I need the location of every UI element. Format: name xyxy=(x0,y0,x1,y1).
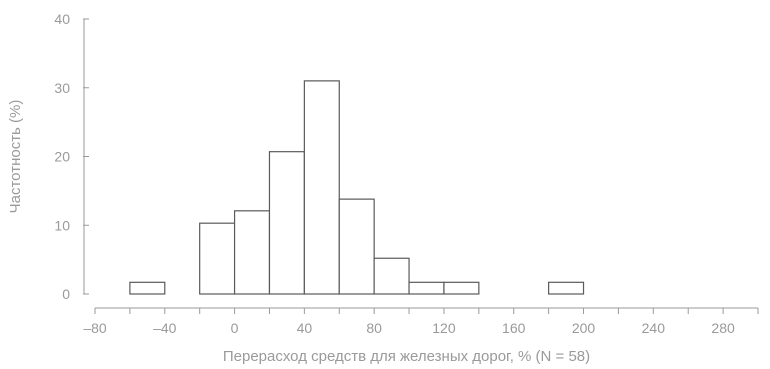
histogram-bar-6 xyxy=(373,257,410,295)
histogram-bars xyxy=(129,80,585,295)
x-tick-label: 240 xyxy=(642,320,666,336)
histogram-bar-7 xyxy=(408,281,445,295)
x-tick-label: 280 xyxy=(711,320,735,336)
x-axis-ticks: –80 –40 0 40 80 120 160 200 240 280 xyxy=(83,308,759,336)
histogram-bar-0 xyxy=(129,281,166,295)
y-tick-label: 20 xyxy=(54,149,70,165)
y-axis-ticks: 0 10 20 30 40 xyxy=(54,11,89,302)
histogram-bar-5 xyxy=(338,198,375,295)
y-tick-label: 10 xyxy=(54,217,70,233)
x-tick-label: –80 xyxy=(83,320,107,336)
histogram-bar-9 xyxy=(548,281,585,295)
y-tick-label: 0 xyxy=(62,286,70,302)
histogram-bar-2 xyxy=(233,210,271,295)
y-tick-label: 30 xyxy=(54,80,70,96)
x-tick-label: 200 xyxy=(572,320,596,336)
histogram-bar-8 xyxy=(443,281,480,295)
x-tick-label: 40 xyxy=(297,320,313,336)
y-axis-title: Частотность (%) xyxy=(7,100,24,214)
x-tick-label: 0 xyxy=(231,320,239,336)
histogram-bar-3 xyxy=(268,151,305,295)
histogram-bar-1 xyxy=(199,222,236,295)
x-tick-label: 160 xyxy=(502,320,526,336)
x-tick-label: –40 xyxy=(153,320,177,336)
histogram-bar-4 xyxy=(303,80,340,295)
x-axis-title: Перерасход средств для железных дорог, %… xyxy=(223,348,590,365)
y-tick-label: 40 xyxy=(54,11,70,27)
x-tick-label: 80 xyxy=(366,320,382,336)
x-tick-label: 120 xyxy=(432,320,456,336)
